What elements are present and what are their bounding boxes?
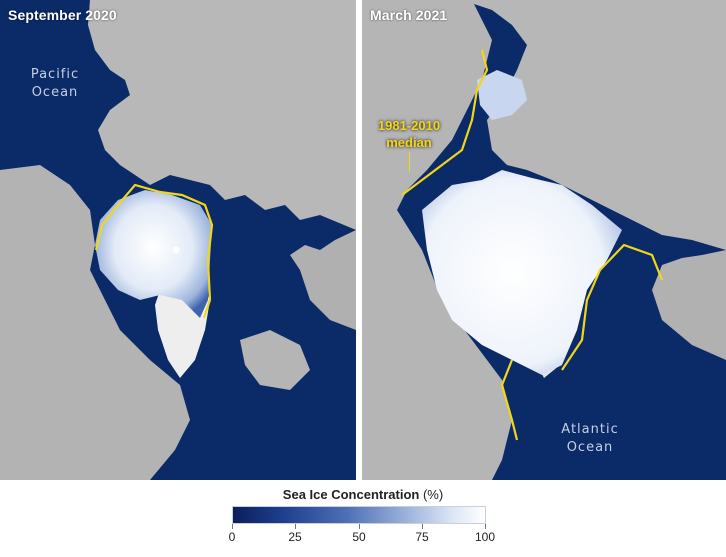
legend-tick-label-100: 100	[474, 530, 496, 544]
median-label-line1: 1981-2010	[377, 118, 441, 133]
median-line-pacific	[401, 49, 489, 196]
scandinavia-landmass	[652, 250, 726, 360]
pacific-label-line2: Ocean	[31, 85, 79, 100]
pacific-ocean-label: Pacific Ocean	[20, 66, 90, 102]
legend-title-text: Sea Ice Concentration	[282, 487, 420, 502]
iceland-region-landmass	[240, 330, 310, 390]
panel-title-september: September 2020	[8, 7, 117, 23]
panel-title-march: March 2021	[370, 7, 448, 23]
legend-tick	[422, 524, 423, 529]
sea-of-okhotsk-ice	[477, 70, 527, 120]
legend-tick	[295, 524, 296, 529]
legend-tick	[232, 524, 233, 529]
legend-color-bar	[232, 506, 486, 524]
north-pole-marker	[172, 246, 180, 254]
map-panel-march-2021: March 2021 1981-2010 median Atlantic Oce…	[362, 0, 726, 480]
median-line-atlantic	[561, 243, 664, 371]
median-label: 1981-2010 median	[368, 117, 450, 151]
eurasia-landmass	[88, 0, 356, 230]
map-march-2021	[362, 0, 726, 480]
pacific-label-line1: Pacific	[30, 67, 80, 82]
median-label-line2: median	[386, 135, 432, 150]
map-panel-september-2020: September 2020 Pacific Ocean	[0, 0, 356, 480]
legend-tick-label-0: 0	[228, 530, 236, 544]
north-america-landmass	[362, 0, 512, 480]
map-september-2020	[0, 0, 356, 480]
atlantic-label-line1: Atlantic	[561, 422, 619, 437]
atlantic-ocean-label: Atlantic Ocean	[548, 421, 632, 457]
legend-tick-label-75: 75	[415, 530, 429, 544]
atlantic-label-line2: Ocean	[566, 440, 614, 455]
median-label-pointer	[409, 152, 410, 172]
legend-tick-label-25: 25	[288, 530, 302, 544]
median-line	[94, 183, 214, 319]
legend-unit: (%)	[422, 487, 444, 502]
legend-title: Sea Ice Concentration (%)	[0, 487, 726, 502]
sea-ice-extent	[95, 190, 212, 318]
legend-tick	[485, 524, 486, 529]
north-america-landmass	[0, 165, 190, 480]
legend-tick	[359, 524, 360, 529]
legend-tick-label-50: 50	[352, 530, 366, 544]
scandinavia-landmass	[290, 230, 356, 330]
russia-landmass	[462, 0, 726, 250]
median-line-labrador	[500, 359, 519, 441]
sea-ice-extent	[422, 170, 622, 375]
color-legend: Sea Ice Concentration (%) 0 25 50 75 100	[0, 480, 726, 557]
